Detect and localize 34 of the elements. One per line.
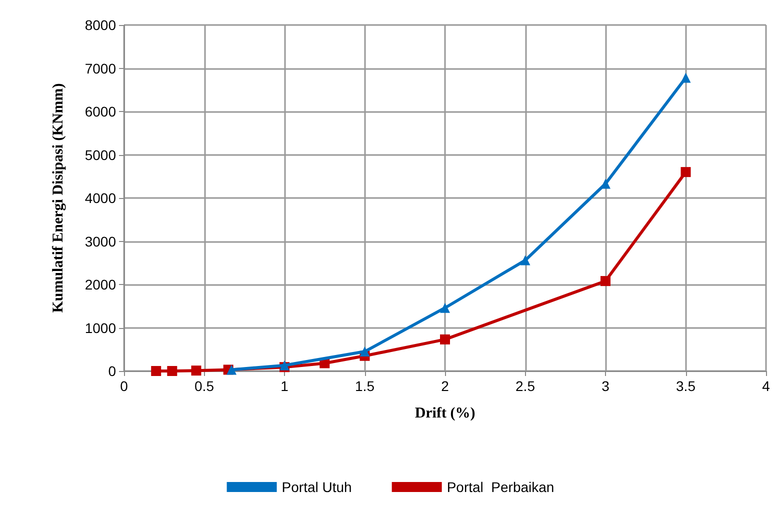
y-tick-label: 0 [108,363,116,379]
x-tick-label: 0 [120,378,128,394]
point [151,366,162,376]
y-tick-label: 2000 [84,276,116,292]
point [440,334,450,344]
y-tick-label: 3000 [84,233,116,250]
y-tick-label: 4000 [84,190,116,206]
x-axis-title: Drift (%) [414,406,476,422]
y-axis-title: Kumulatif Energi Disipasi (KNmm) [50,83,66,313]
y-tick-label: 6000 [84,104,116,120]
point [360,346,370,357]
legend-label: Portal Perbaikan [446,479,554,495]
point [226,364,237,375]
point [600,276,610,286]
x-tick-label: 0.5 [194,378,214,394]
point [680,167,691,178]
x-tick-label: 2.5 [516,378,536,394]
point [680,72,691,83]
point [520,255,530,266]
point [167,366,178,376]
x-tick-label: 2 [441,378,450,394]
y-tick-label: 8000 [84,17,116,33]
point [191,366,202,376]
x-tick-label: 1.5 [355,378,375,394]
y-tick-label: 7000 [84,60,116,76]
x-tick-label: 3.5 [676,378,696,394]
y-tick-label: 5000 [84,146,116,163]
x-tick-label: 1 [280,378,289,394]
x-tick-label: 3 [602,378,610,394]
point [440,302,450,313]
legend-label: Portal Utuh [282,479,352,495]
x-tick-label: 4 [762,378,770,394]
point [600,178,610,189]
y-tick-label: 1000 [84,320,116,336]
